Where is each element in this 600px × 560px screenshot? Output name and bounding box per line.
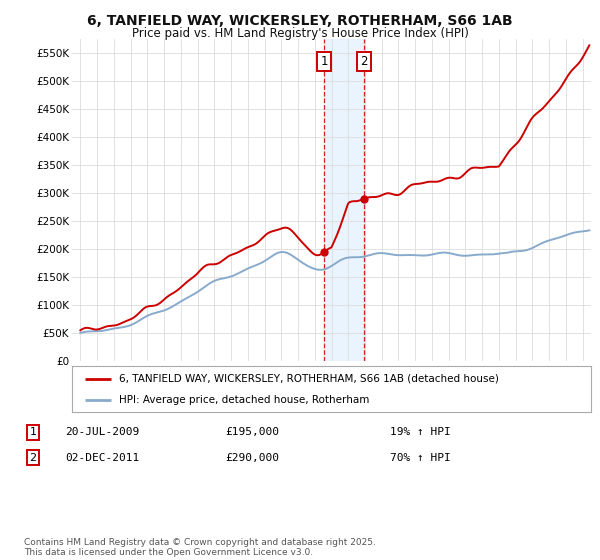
- Text: 1: 1: [320, 55, 328, 68]
- Text: 2: 2: [29, 452, 37, 463]
- Text: 19% ↑ HPI: 19% ↑ HPI: [389, 427, 451, 437]
- Text: £290,000: £290,000: [225, 452, 279, 463]
- Text: 6, TANFIELD WAY, WICKERSLEY, ROTHERHAM, S66 1AB (detached house): 6, TANFIELD WAY, WICKERSLEY, ROTHERHAM, …: [119, 374, 499, 384]
- Text: Price paid vs. HM Land Registry's House Price Index (HPI): Price paid vs. HM Land Registry's House …: [131, 27, 469, 40]
- Text: 02-DEC-2011: 02-DEC-2011: [65, 452, 139, 463]
- Text: 1: 1: [29, 427, 37, 437]
- Text: HPI: Average price, detached house, Rotherham: HPI: Average price, detached house, Roth…: [119, 395, 369, 405]
- Text: 20-JUL-2009: 20-JUL-2009: [65, 427, 139, 437]
- Text: £195,000: £195,000: [225, 427, 279, 437]
- Text: Contains HM Land Registry data © Crown copyright and database right 2025.
This d: Contains HM Land Registry data © Crown c…: [24, 538, 376, 557]
- Bar: [324, 39, 364, 361]
- Text: 2: 2: [360, 55, 367, 68]
- Text: 6, TANFIELD WAY, WICKERSLEY, ROTHERHAM, S66 1AB: 6, TANFIELD WAY, WICKERSLEY, ROTHERHAM, …: [87, 14, 513, 28]
- Text: 70% ↑ HPI: 70% ↑ HPI: [389, 452, 451, 463]
